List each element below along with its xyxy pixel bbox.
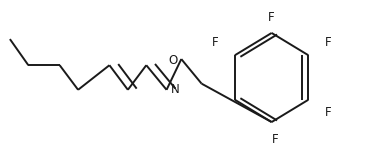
Text: O: O [168,54,178,67]
Text: F: F [325,36,332,49]
Text: F: F [212,36,218,49]
Text: N: N [171,83,180,96]
Text: F: F [268,11,275,24]
Text: F: F [325,106,332,119]
Text: F: F [272,133,279,146]
